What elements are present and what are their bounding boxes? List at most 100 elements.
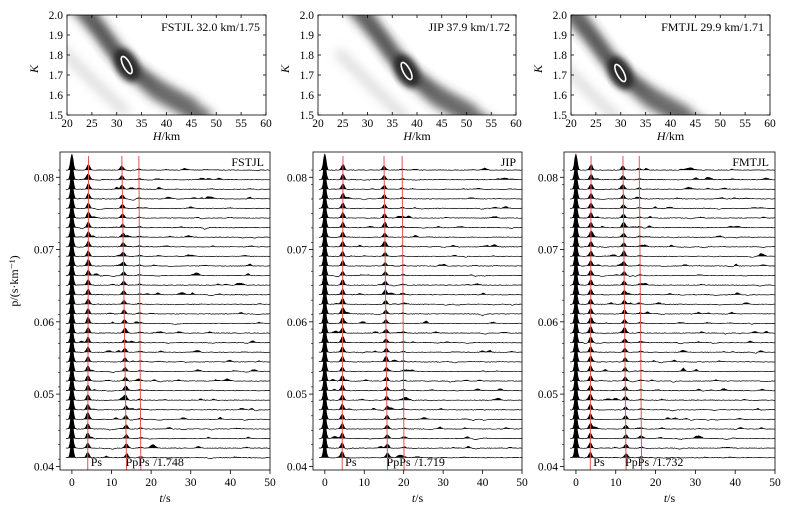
rf-trace xyxy=(65,307,270,325)
hk-xtick-label: 30 xyxy=(111,118,123,130)
rf-trace xyxy=(318,441,523,459)
hk-xtick-label: 55 xyxy=(486,118,498,130)
rf-trace xyxy=(569,249,776,268)
rf-trace-fill xyxy=(570,297,775,314)
hk-xtick-label: 20 xyxy=(312,118,324,130)
rf-xtick-label: 20 xyxy=(145,477,157,489)
rf-xtick-label: 30 xyxy=(437,477,449,489)
rf-trace-fill xyxy=(65,374,271,391)
rf-trace-fill xyxy=(318,317,522,334)
rf-phase-label-ps: Ps xyxy=(91,455,103,469)
rf-xtick-label: 50 xyxy=(516,477,528,489)
hk-ylabel: K xyxy=(27,64,41,74)
rf-trace-fill xyxy=(65,230,271,247)
rf-trace-fill xyxy=(65,422,271,439)
rf-trace xyxy=(65,345,271,363)
rf-trace xyxy=(65,336,271,353)
rf-xlabel: t/s xyxy=(159,491,171,505)
rf-trace xyxy=(570,297,776,315)
rf-trace-fill xyxy=(318,307,522,324)
rf-vpvs-label: /1.748 xyxy=(154,455,184,469)
rf-trace xyxy=(318,317,523,335)
rf-trace-fill xyxy=(570,326,775,343)
rf-frame xyxy=(312,151,523,471)
hk-title: FMTJL 29.9 km/1.71 xyxy=(661,20,764,34)
rf-phase-label-ppps: PpPs xyxy=(387,455,411,469)
rf-trace-fill xyxy=(65,364,271,381)
rf-trace xyxy=(570,182,776,200)
rf-trace-fill xyxy=(570,173,775,190)
rf-trace xyxy=(318,173,523,191)
rf-trace-fill xyxy=(65,326,271,343)
rf-trace-fill xyxy=(570,345,775,362)
rf-trace xyxy=(318,240,523,258)
rf-trace-fill xyxy=(318,374,522,391)
rf-ytick-label: 0.06 xyxy=(538,317,558,329)
rf-trace xyxy=(569,326,776,345)
rf-trace xyxy=(318,269,523,287)
rf-xtick-label: 30 xyxy=(185,477,197,489)
rf-trace-fill xyxy=(570,211,775,228)
hk-energy-map xyxy=(67,15,214,115)
rf-trace xyxy=(65,269,271,286)
hk-xtick-label: 30 xyxy=(615,118,627,130)
rf-phase-line-1 xyxy=(589,155,592,471)
rf-phase-line-3 xyxy=(138,155,142,471)
hk-ytick-label: 2.0 xyxy=(300,10,315,22)
rf-trace xyxy=(65,384,271,402)
rf-trace-fill xyxy=(318,355,522,372)
rf-trace-fill xyxy=(570,413,775,429)
rf-trace xyxy=(569,345,776,364)
hk-ytick-label: 1.9 xyxy=(49,30,64,42)
rf-trace-fill xyxy=(65,249,271,266)
hk-ytick-label: 1.7 xyxy=(49,70,64,82)
hk-ytick-label: 1.8 xyxy=(49,50,64,62)
hk-ytick-label: 1.6 xyxy=(49,90,64,102)
hk-energy-core xyxy=(393,54,420,88)
rf-trace xyxy=(318,230,523,248)
rf-trace xyxy=(569,153,776,171)
rf-trace-fill xyxy=(318,240,522,257)
rf-trace-fill xyxy=(318,249,522,266)
rf-trace-fill xyxy=(318,393,522,410)
rf-trace xyxy=(65,163,271,181)
rf-trace xyxy=(318,259,523,277)
rf-trace-fill xyxy=(570,154,775,171)
rf-trace-fill xyxy=(65,442,271,458)
rf-ylabel: p/(s·km⁻¹) xyxy=(7,255,21,306)
rf-trace xyxy=(318,422,523,440)
rf-trace-fill xyxy=(318,163,522,180)
rf-trace xyxy=(318,384,523,402)
rf-trace-fill xyxy=(318,230,522,247)
rf-trace-fill xyxy=(570,432,775,449)
rf-trace xyxy=(569,335,776,354)
rf-trace xyxy=(65,326,271,344)
rf-ytick-label: 0.06 xyxy=(287,317,307,329)
hk-xtick-label: 20 xyxy=(61,118,73,130)
hk-xtick-label: 25 xyxy=(86,118,98,130)
hk-energy-map xyxy=(571,15,697,115)
rf-trace-fill xyxy=(65,183,271,199)
hk-xtick-label: 35 xyxy=(640,118,652,130)
rf-trace-fill xyxy=(65,259,271,276)
rf-trace xyxy=(569,269,776,287)
rf-trace-fill xyxy=(65,269,271,286)
rf-trace xyxy=(65,201,271,220)
rf-trace xyxy=(570,211,776,229)
rf-trace-fill xyxy=(318,221,522,238)
rf-trace-fill xyxy=(570,183,775,199)
hk-xtick-label: 50 xyxy=(461,118,473,130)
rf-phase-line-2 xyxy=(383,155,389,471)
rf-trace-fill xyxy=(318,278,522,295)
hk-best-fit-ellipse xyxy=(120,55,133,75)
hk-ytick-label: 1.5 xyxy=(49,110,64,122)
rf-trace xyxy=(569,422,776,441)
rf-trace-fill xyxy=(318,288,522,305)
rf-trace-fill xyxy=(65,278,271,295)
hk-xtick-label: 60 xyxy=(764,118,776,130)
hk-ytick-label: 1.6 xyxy=(300,90,315,102)
rf-xtick-label: 50 xyxy=(264,477,276,489)
hk-ytick-label: 1.7 xyxy=(553,70,568,82)
rf-trace xyxy=(318,278,522,296)
